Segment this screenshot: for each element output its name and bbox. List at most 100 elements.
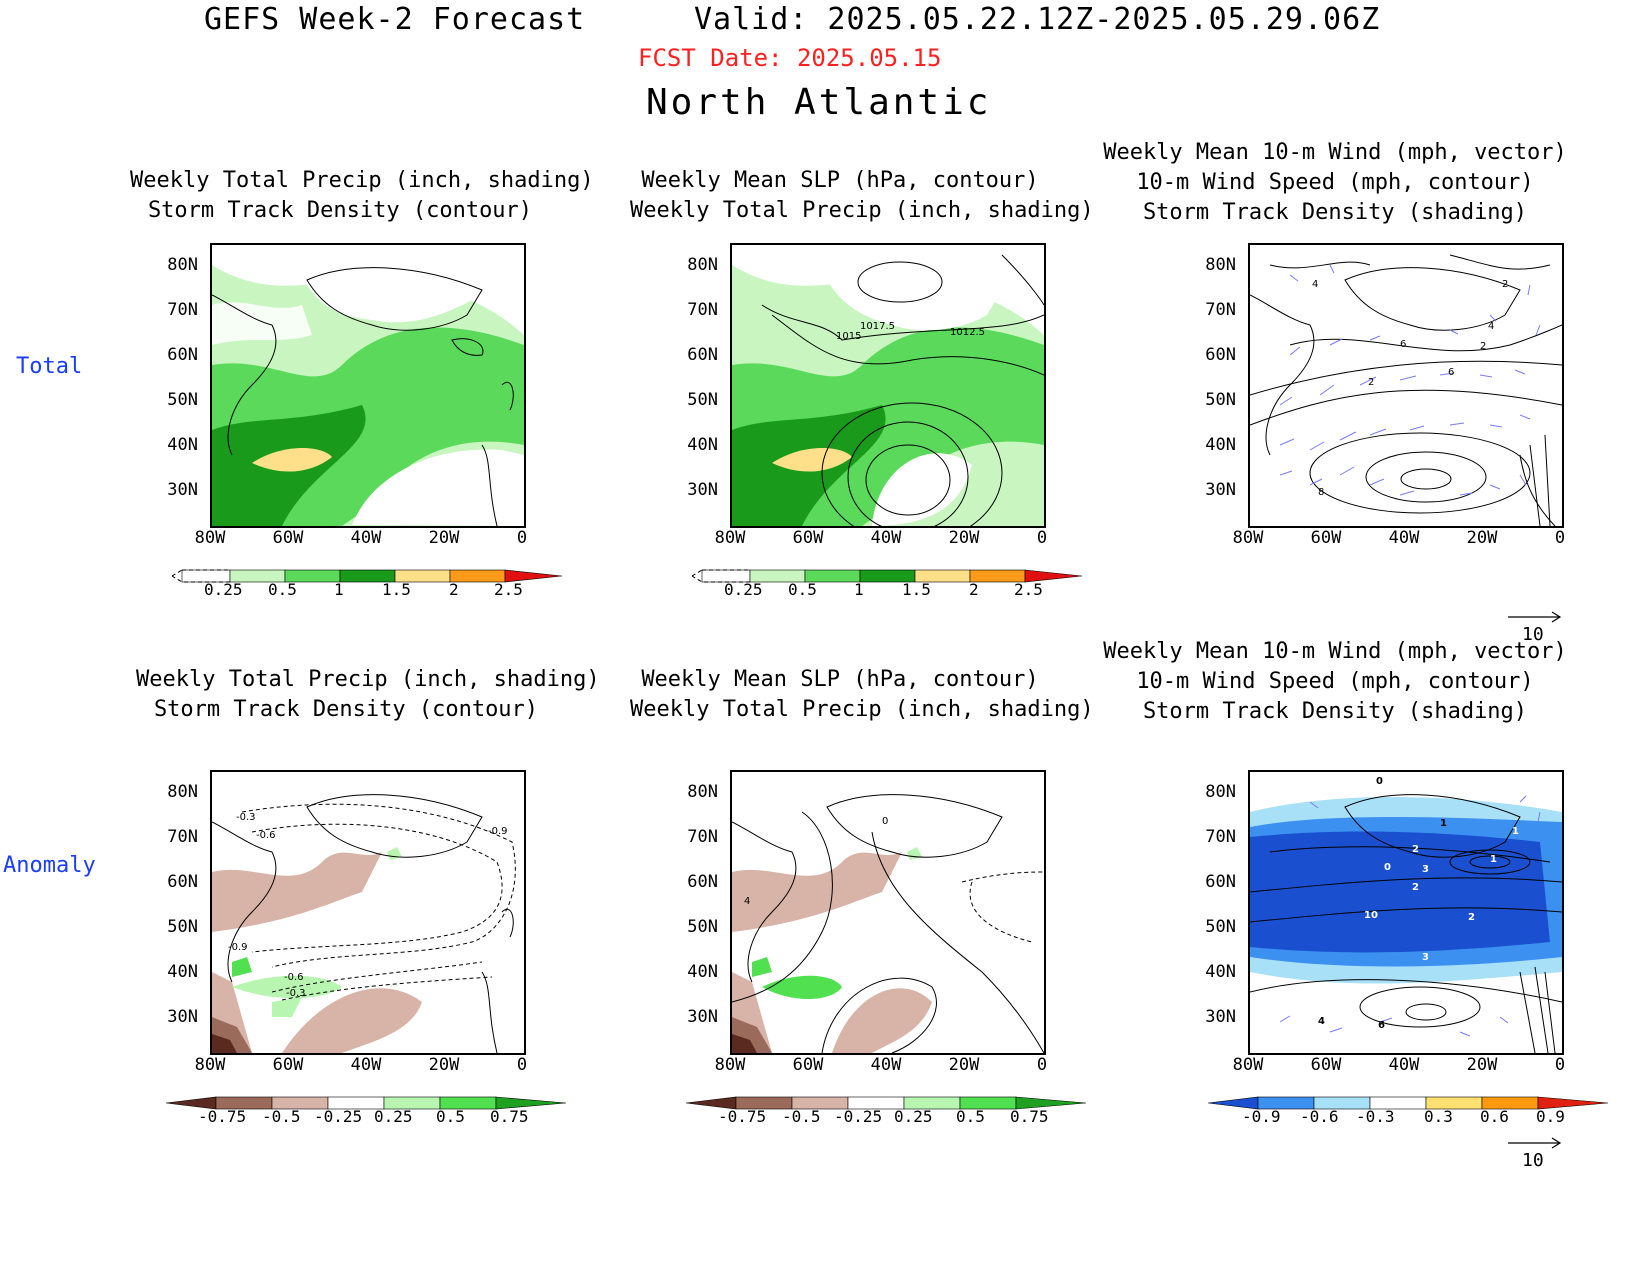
storm-track-label: -0.9 bbox=[488, 826, 508, 837]
colorbar-label: -0.75 bbox=[198, 1107, 247, 1126]
colorbar-label: 0.75 bbox=[490, 1107, 529, 1126]
lon-label: 40W bbox=[350, 1055, 382, 1075]
wind-anom-label: 3 bbox=[1422, 952, 1429, 963]
map-total-slp-drawing: 1017.5 1015 1012.5 bbox=[732, 254, 1044, 526]
lat-label: 60N bbox=[687, 345, 718, 365]
map-anomaly-precip-drawing: -0.3 -0.6 -0.9 -0.9 -0.6 -0.3 bbox=[212, 794, 516, 1053]
lat-label: 80N bbox=[687, 782, 718, 802]
lat-label: 70N bbox=[1205, 300, 1236, 320]
lon-label: 0 bbox=[1554, 528, 1566, 548]
slp-contour-label: 1015 bbox=[836, 331, 861, 342]
colorbar-label: -0.25 bbox=[314, 1107, 363, 1126]
lon-label: 80W bbox=[714, 528, 746, 548]
lat-label: 60N bbox=[1205, 345, 1236, 365]
panel-5-title: Weekly Mean SLP (hPa, contour) Weekly To… bbox=[630, 665, 1094, 725]
colorbar-label: 1 bbox=[334, 580, 344, 599]
wind-contour-label: 2 bbox=[1368, 377, 1374, 388]
colorbar-label: 0.6 bbox=[1480, 1107, 1509, 1126]
lat-label: 30N bbox=[167, 1007, 198, 1027]
colorbar-label: 0.75 bbox=[1010, 1107, 1049, 1126]
vector-reference-label: 10 bbox=[1522, 1150, 1544, 1171]
storm-track-label: -0.3 bbox=[286, 988, 306, 999]
lon-label: 80W bbox=[714, 1055, 746, 1075]
lat-label: 80N bbox=[167, 255, 198, 275]
storm-track-label: -0.3 bbox=[236, 812, 256, 823]
lon-label: 60W bbox=[792, 1055, 824, 1075]
lon-label: 60W bbox=[272, 1055, 304, 1075]
colorbar-precip-total bbox=[172, 569, 563, 583]
colorbar-label: 0.25 bbox=[724, 580, 763, 599]
panel-5-title-line1: Weekly Mean SLP (hPa, contour) bbox=[641, 667, 1039, 692]
forecast-title: GEFS Week-2 Forecast bbox=[204, 2, 586, 37]
panel-2-title-line2: Weekly Total Precip (inch, shading) bbox=[630, 198, 1094, 223]
lon-label: 60W bbox=[272, 528, 304, 548]
colorbar-label: -0.25 bbox=[834, 1107, 883, 1126]
panel-1-title-line1: Weekly Total Precip (inch, shading) bbox=[130, 168, 594, 193]
colorbar-label: -0.6 bbox=[1300, 1107, 1339, 1126]
colorbar-label: 2.5 bbox=[494, 580, 523, 599]
lat-label: 60N bbox=[1205, 872, 1236, 892]
lat-label: 30N bbox=[1205, 480, 1236, 500]
wind-anom-label: 1 bbox=[1512, 826, 1519, 837]
panel-4-title-line1: Weekly Total Precip (inch, shading) bbox=[136, 667, 600, 692]
panel-1-title-line2: Storm Track Density (contour) bbox=[147, 198, 533, 223]
panel-6-title-line2: 10-m Wind Speed (mph, contour) bbox=[1136, 669, 1534, 694]
map-total-wind-drawing: 4 2 6 6 2 4 2 8 bbox=[1250, 254, 1562, 526]
colorbar-label: 0.5 bbox=[268, 580, 297, 599]
lat-label: 80N bbox=[167, 782, 198, 802]
lon-label: 0 bbox=[516, 528, 528, 548]
vector-reference-arrow-icon bbox=[1508, 611, 1562, 623]
valid-period: Valid: 2025.05.22.12Z-2025.05.29.06Z bbox=[694, 2, 1381, 37]
wind-contour-label: 6 bbox=[1400, 339, 1406, 350]
colorbar-label: 0.5 bbox=[956, 1107, 985, 1126]
lon-label: 40W bbox=[1388, 528, 1420, 548]
lon-label: 40W bbox=[350, 528, 382, 548]
lon-label: 40W bbox=[870, 1055, 902, 1075]
lat-label: 50N bbox=[167, 917, 198, 937]
lon-label: 80W bbox=[194, 1055, 226, 1075]
slp-anom-label: 0 bbox=[882, 816, 888, 827]
region-title: North Atlantic bbox=[646, 82, 992, 123]
wind-contour-label: 4 bbox=[1312, 279, 1318, 290]
colorbar-label: 0.25 bbox=[894, 1107, 933, 1126]
panel-3-title-line2: 10-m Wind Speed (mph, contour) bbox=[1136, 170, 1534, 195]
lat-label: 70N bbox=[167, 300, 198, 320]
lat-label: 70N bbox=[687, 827, 718, 847]
lon-label: 20W bbox=[948, 528, 980, 548]
lon-label: 80W bbox=[1232, 1055, 1264, 1075]
lon-label: 0 bbox=[1036, 1055, 1048, 1075]
colorbar-label: -0.5 bbox=[782, 1107, 821, 1126]
lon-label: 80W bbox=[1232, 528, 1264, 548]
colorbar-label: 0.25 bbox=[374, 1107, 413, 1126]
lat-label: 60N bbox=[167, 872, 198, 892]
colorbar-label: -0.5 bbox=[262, 1107, 301, 1126]
panel-5-title-line2: Weekly Total Precip (inch, shading) bbox=[630, 697, 1094, 722]
lat-label: 50N bbox=[687, 917, 718, 937]
map-panel-total-wind: 4 2 6 6 2 4 2 8 bbox=[1248, 243, 1564, 528]
lat-label: 60N bbox=[687, 872, 718, 892]
wind-anom-label: 1 bbox=[1440, 818, 1447, 829]
map-panel-anomaly-slp: 0 4 bbox=[730, 770, 1046, 1055]
lon-label: 20W bbox=[428, 1055, 460, 1075]
slp-contour-label: 1017.5 bbox=[860, 321, 895, 332]
colorbar-swatch bbox=[504, 569, 563, 583]
wind-anom-label: 6 bbox=[1378, 1020, 1385, 1031]
vector-reference-arrow-icon bbox=[1508, 1137, 1562, 1149]
lat-label: 70N bbox=[167, 827, 198, 847]
colorbar-label: 0.25 bbox=[204, 580, 243, 599]
slp-anom-label: 4 bbox=[744, 896, 750, 907]
panel-2-title: Weekly Mean SLP (hPa, contour) Weekly To… bbox=[630, 166, 1094, 226]
lat-label: 80N bbox=[1205, 782, 1236, 802]
wind-anom-label: 4 bbox=[1318, 1016, 1325, 1027]
wind-anom-label: 2 bbox=[1412, 844, 1419, 855]
lon-label: 20W bbox=[948, 1055, 980, 1075]
colorbar-label: 0.3 bbox=[1424, 1107, 1453, 1126]
lon-label: 60W bbox=[1310, 1055, 1342, 1075]
map-total-precip-drawing bbox=[212, 265, 524, 526]
colorbar-label: -0.75 bbox=[718, 1107, 767, 1126]
lat-label: 40N bbox=[1205, 962, 1236, 982]
lon-label: 60W bbox=[1310, 528, 1342, 548]
colorbar-precip-total-2 bbox=[692, 569, 1083, 583]
panel-4-title-line2: Storm Track Density (contour) bbox=[153, 697, 539, 722]
lat-label: 50N bbox=[1205, 917, 1236, 937]
